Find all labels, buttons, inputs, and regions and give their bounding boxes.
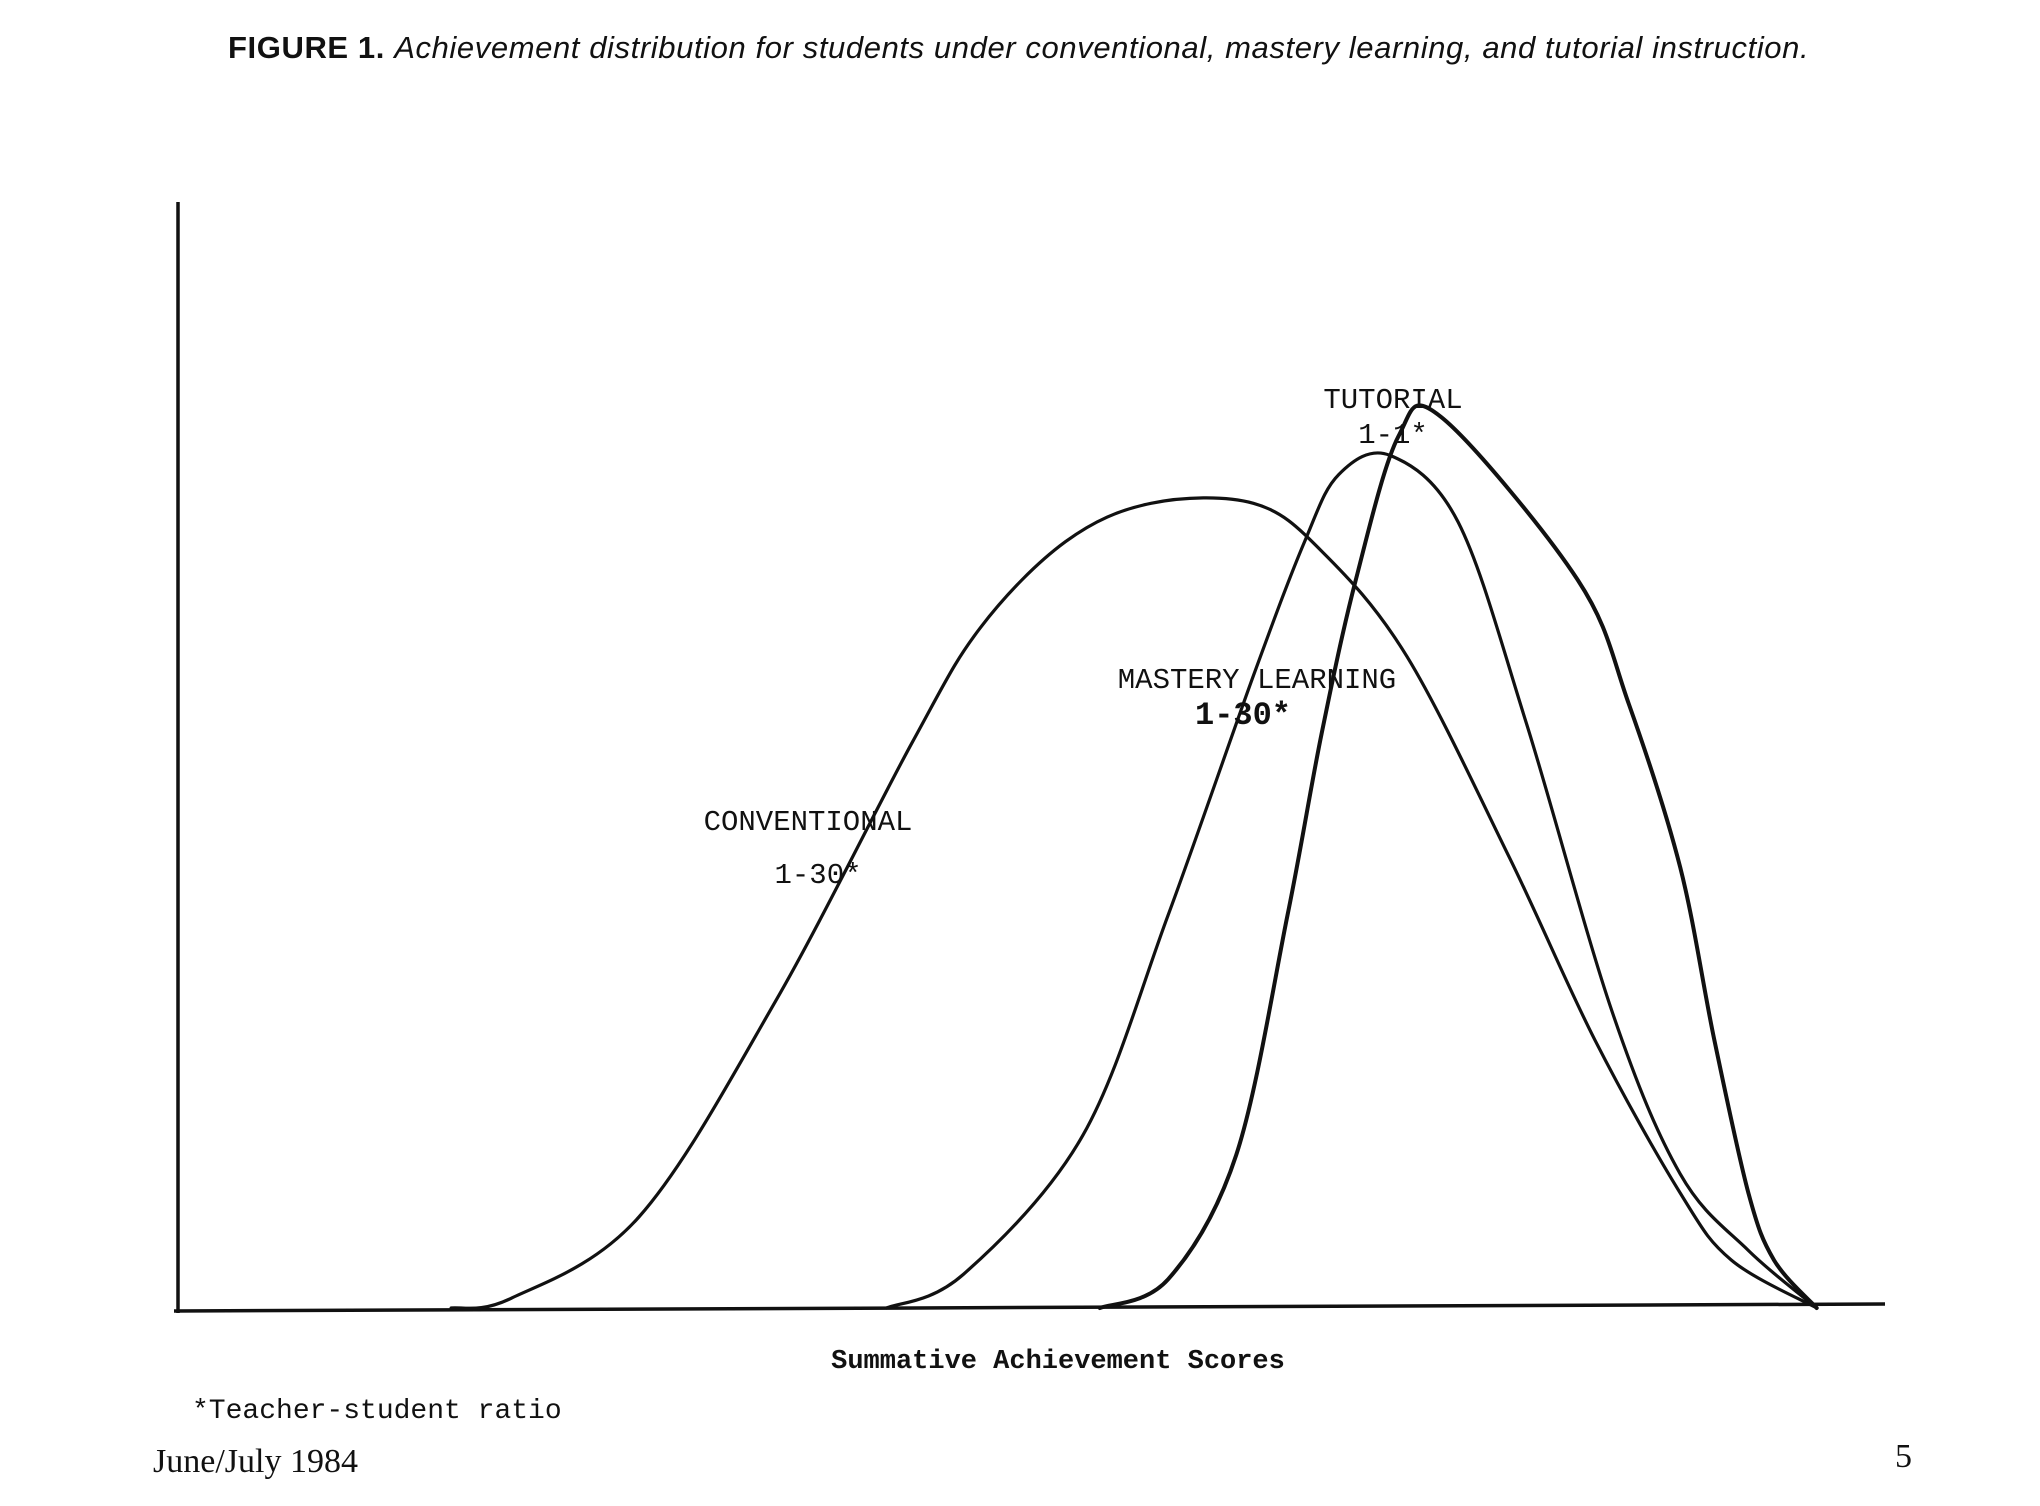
series-layer bbox=[449, 403, 1819, 1310]
issue-date: June/July 1984 bbox=[153, 1443, 358, 1480]
tutorial-label: TUTORIAL bbox=[1323, 384, 1462, 417]
conventional-curve bbox=[449, 496, 1819, 1310]
conventional-ratio-label: 1-30* bbox=[774, 859, 861, 892]
page-number: 5 bbox=[1895, 1438, 1912, 1475]
tutorial-ratio-label: 1-1* bbox=[1358, 419, 1428, 452]
conventional-label: CONVENTIONAL bbox=[704, 806, 913, 839]
figure-number: FIGURE 1. bbox=[228, 30, 385, 65]
figure-caption-text: Achievement distribution for students un… bbox=[394, 30, 1810, 65]
footnote: *Teacher-student ratio bbox=[192, 1396, 562, 1427]
figure-caption: FIGURE 1. Achievement distribution for s… bbox=[228, 28, 1848, 68]
mastery-learning-label: MASTERY LEARNING bbox=[1118, 664, 1396, 697]
mastery-learning-curve bbox=[884, 451, 1819, 1310]
x-axis-label: Summative Achievement Scores bbox=[831, 1347, 1285, 1377]
x-axis bbox=[173, 1302, 1886, 1313]
mastery-learning-ratio-label: 1-30* bbox=[1195, 697, 1291, 734]
tutorial-curve bbox=[1097, 403, 1819, 1310]
